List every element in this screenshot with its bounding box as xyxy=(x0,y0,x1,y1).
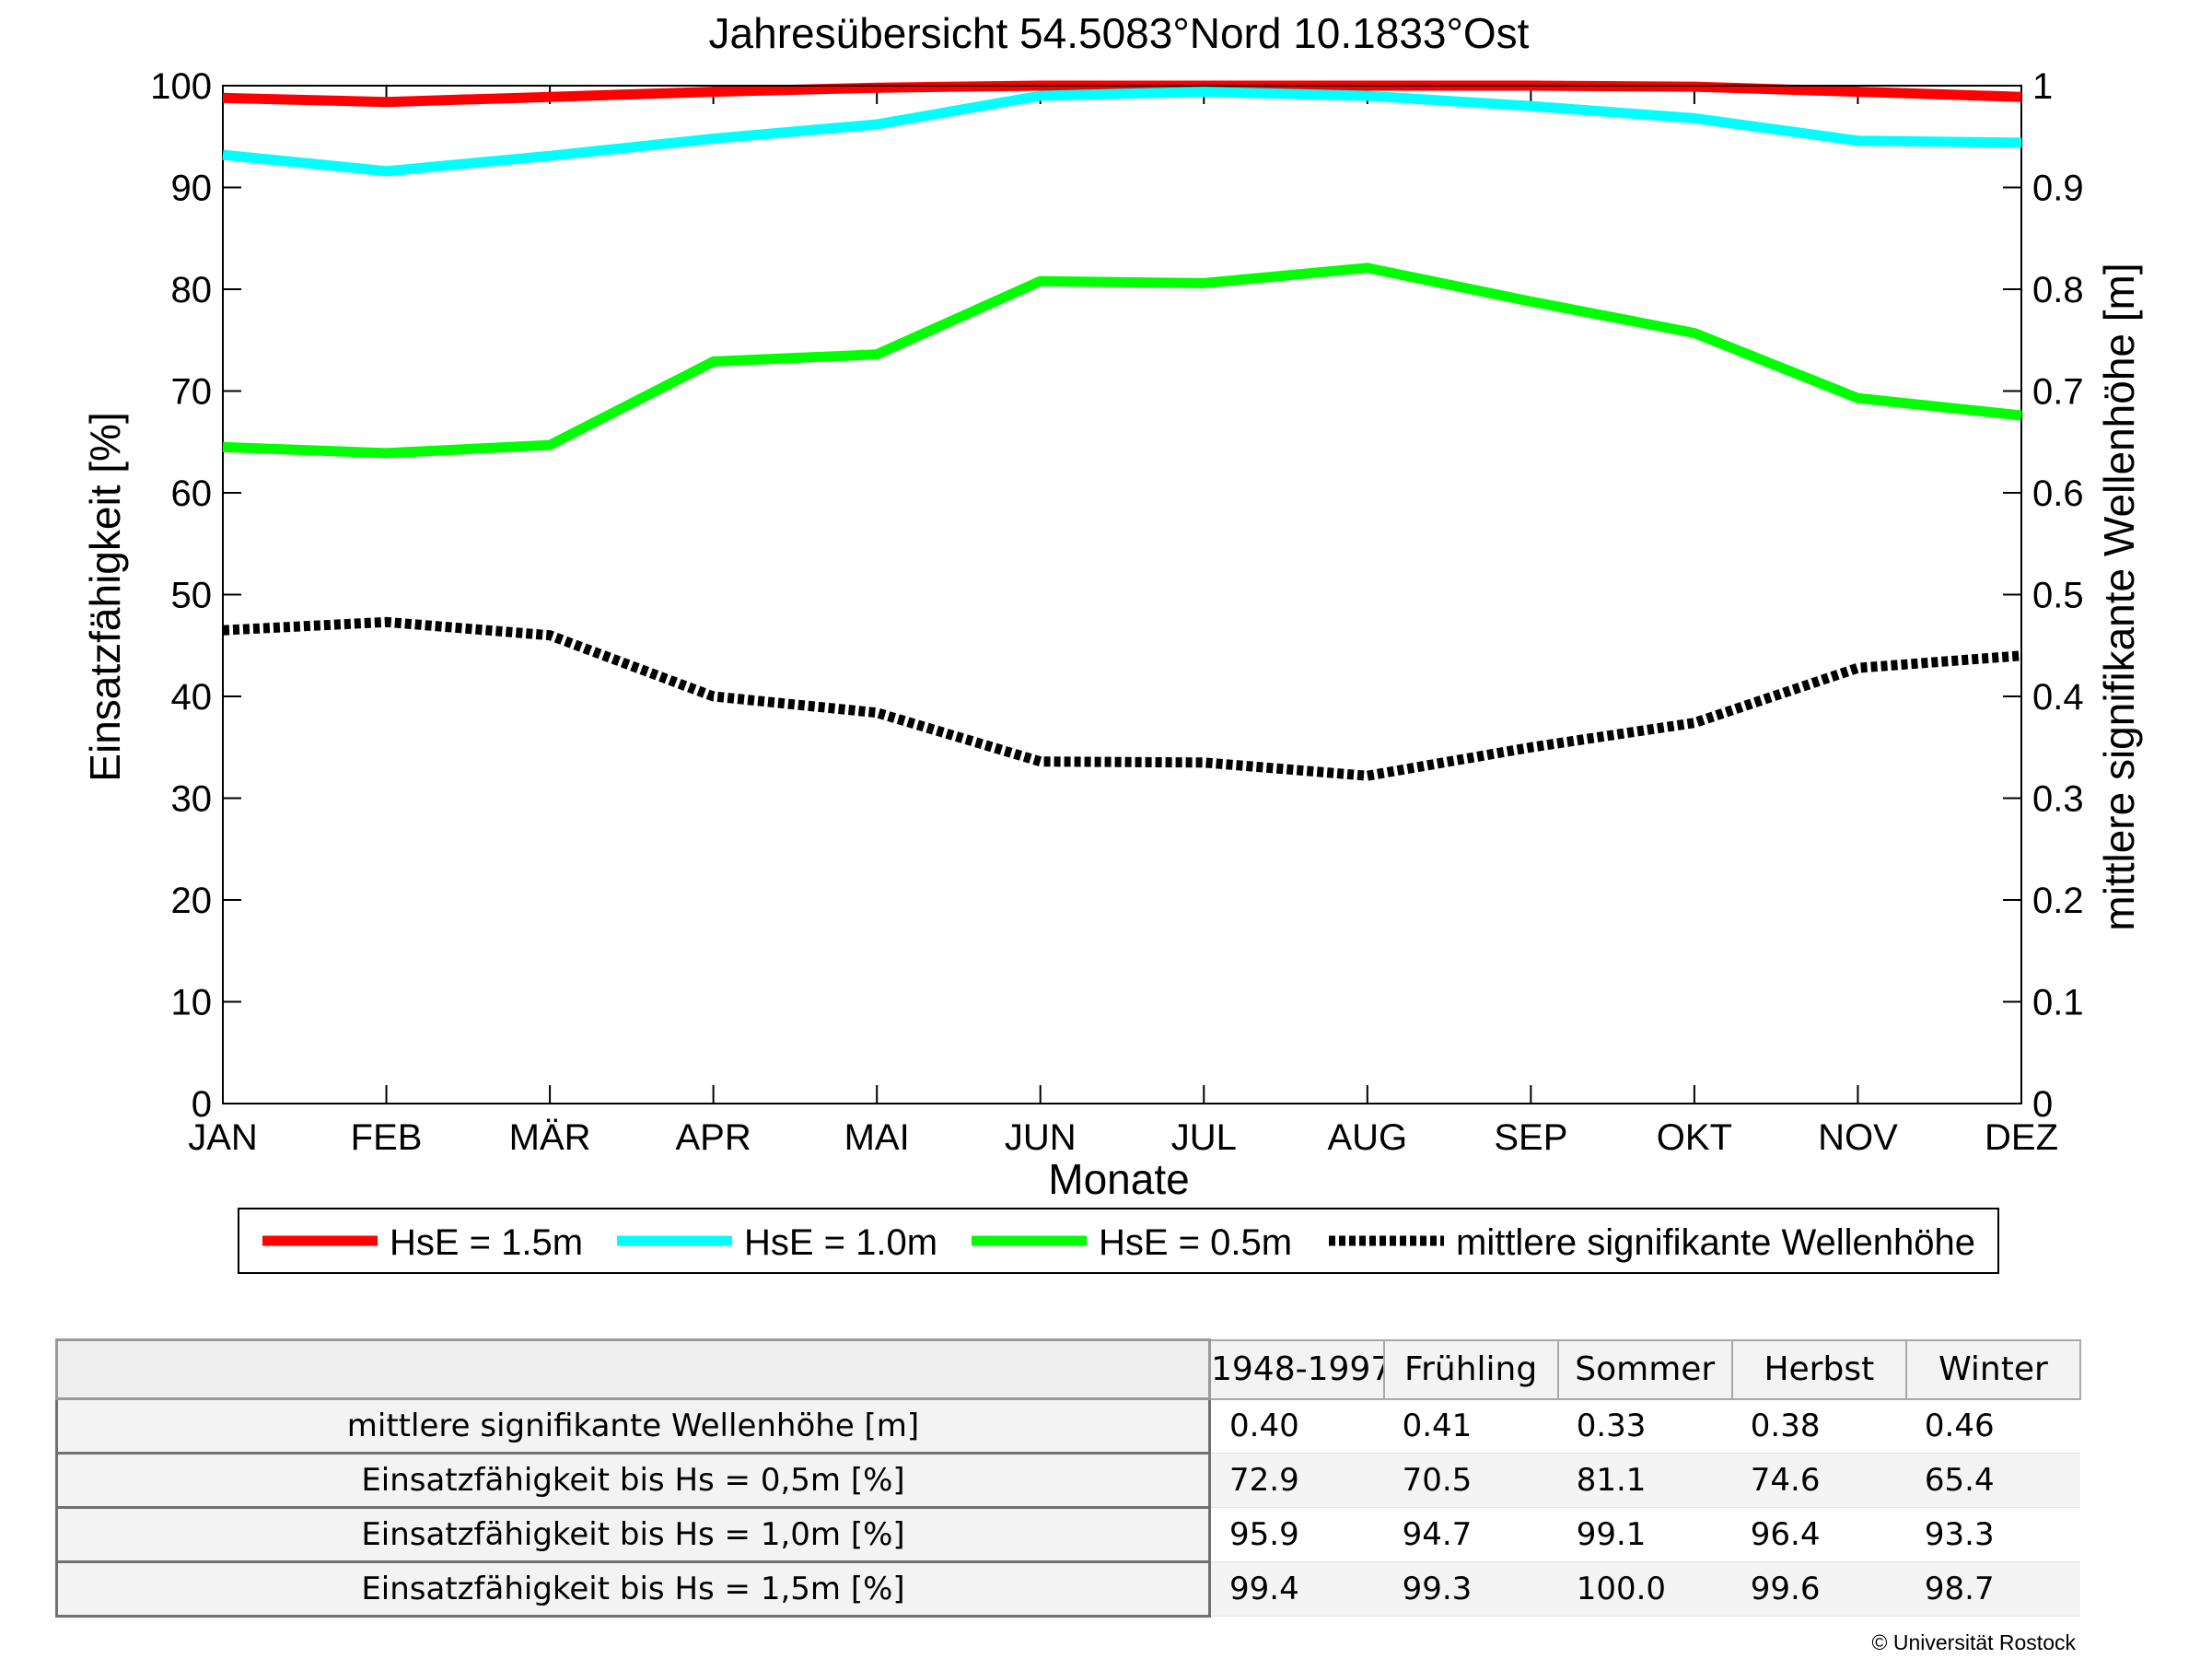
table-row: Einsatzfähigkeit bis Hs = 1,5m [%] 99.4 … xyxy=(55,1560,2080,1618)
x-axis-label: Monate xyxy=(1048,1155,1189,1203)
y-tick-label-right: 0.5 xyxy=(2032,576,2084,616)
row-header: Einsatzfähigkeit bis Hs = 0,5m [%] xyxy=(55,1452,1211,1509)
y-tick-label-right: 0.9 xyxy=(2032,169,2084,209)
y-tick-label-left: 100 xyxy=(150,66,212,107)
y-tick-label-right: 0.7 xyxy=(2032,372,2084,413)
y-tick-label-right: 0.8 xyxy=(2032,270,2084,310)
x-tick-label: AUG xyxy=(1327,1117,1407,1158)
summary-table: 1948-1997 Frühling Sommer Herbst Winter … xyxy=(55,1338,2082,1618)
y-tick-label-left: 90 xyxy=(171,169,213,209)
table-cell: 100.0 xyxy=(1557,1561,1732,1617)
column-header: Sommer xyxy=(1556,1338,1733,1400)
table-row: mittlere signifikante Wellenhöhe [m] 0.4… xyxy=(55,1397,2080,1455)
x-tick-label: DEZ xyxy=(1985,1117,2058,1158)
series-line-2 xyxy=(222,263,2022,459)
x-tick-label: MAI xyxy=(844,1117,910,1158)
y-axis-label-left: Einsatzfähigkeit [%] xyxy=(81,412,129,781)
table-cell: 98.7 xyxy=(1905,1561,2080,1617)
y-tick-label-right: 0.1 xyxy=(2032,983,2084,1023)
table-cell: 0.33 xyxy=(1557,1398,1732,1454)
column-header: Herbst xyxy=(1730,1338,1907,1400)
y-tick-label-left: 80 xyxy=(171,270,213,310)
y-axis-label-right: mittlere signifikante Wellenhöhe [m] xyxy=(2095,263,2143,930)
column-header: Frühling xyxy=(1382,1338,1559,1400)
legend-label-hse-1-5: HsE = 1.5m xyxy=(390,1222,583,1263)
table-cell: 74.6 xyxy=(1731,1453,1906,1508)
y-tick-label-right: 1 xyxy=(2032,66,2053,107)
series-line-3 xyxy=(222,616,2022,781)
plot-frame xyxy=(222,85,2022,1104)
legend-box xyxy=(238,1208,1999,1274)
table-cell: 99.4 xyxy=(1209,1561,1384,1617)
y-tick-label-left: 10 xyxy=(171,983,213,1023)
series-line-1 xyxy=(222,87,2022,177)
y-tick-label-right: 0.4 xyxy=(2032,677,2084,718)
legend-label-wave-height: mittlere signifikante Wellenhöhe xyxy=(1456,1222,1975,1263)
column-header: Winter xyxy=(1904,1338,2082,1400)
table-cell: 0.46 xyxy=(1905,1398,2080,1454)
table-cell: 0.40 xyxy=(1209,1398,1384,1454)
x-tick-label: APR xyxy=(676,1117,751,1158)
copyright-notice: © Universität Rostock xyxy=(1871,1630,2076,1654)
row-header: Einsatzfähigkeit bis Hs = 1,0m [%] xyxy=(55,1506,1211,1563)
y-tick-label-left: 60 xyxy=(171,473,213,514)
table-cell: 0.41 xyxy=(1383,1398,1558,1454)
legend-label-hse-1-0: HsE = 1.0m xyxy=(744,1222,937,1263)
y-tick-label-right: 0.6 xyxy=(2032,473,2084,514)
table-cell: 96.4 xyxy=(1731,1507,1906,1562)
x-tick-label: MÄR xyxy=(509,1117,591,1158)
chart-title: Jahresübersicht 54.5083°Nord 10.1833°Ost xyxy=(709,9,1530,57)
table-header-row: 1948-1997 Frühling Sommer Herbst Winter xyxy=(55,1338,2082,1400)
legend: HsE = 1.5m HsE = 1.0m HsE = 0.5m mittler… xyxy=(238,1208,1999,1274)
y-tick-label-left: 30 xyxy=(171,779,213,820)
table-row: Einsatzfähigkeit bis Hs = 1,0m [%] 95.9 … xyxy=(55,1506,2080,1563)
column-header: 1948-1997 xyxy=(1208,1338,1385,1400)
x-tick-label: SEP xyxy=(1494,1117,1567,1158)
y-tick-label-left: 0 xyxy=(192,1084,212,1125)
table-cell: 0.38 xyxy=(1731,1398,1906,1454)
x-tick-label: OKT xyxy=(1657,1117,1732,1158)
row-header: Einsatzfähigkeit bis Hs = 1,5m [%] xyxy=(55,1560,1211,1618)
table-cell: 93.3 xyxy=(1905,1507,2080,1562)
x-tick-label: FEB xyxy=(351,1117,423,1158)
y-tick-label-right: 0 xyxy=(2032,1084,2053,1125)
table-cell: 81.1 xyxy=(1557,1453,1732,1508)
table-row: Einsatzfähigkeit bis Hs = 0,5m [%] 72.9 … xyxy=(55,1452,2080,1509)
table-cell: 99.3 xyxy=(1383,1561,1558,1617)
x-tick-label: JUL xyxy=(1171,1117,1237,1158)
y-tick-label-left: 40 xyxy=(171,677,213,718)
plot-area: 0 10 20 30 40 50 60 70 80 90 100 0 0.1 0.2 0.3 0.4 0.5 0.… xyxy=(150,66,2083,1158)
x-tick-label: JAN xyxy=(188,1117,258,1158)
table-cell: 99.6 xyxy=(1731,1561,1906,1617)
y-tick-label-left: 20 xyxy=(171,881,213,921)
row-header: mittlere signifikante Wellenhöhe [m] xyxy=(55,1397,1211,1455)
table-cell: 94.7 xyxy=(1383,1507,1558,1562)
chart: Jahresübersicht 54.5083°Nord 10.1833°Ost… xyxy=(81,9,2143,1274)
y-tick-label-right: 0.2 xyxy=(2032,881,2084,921)
table-corner-cell xyxy=(55,1338,1211,1400)
table-cell: 70.5 xyxy=(1383,1453,1558,1508)
table-cell: 65.4 xyxy=(1905,1453,2080,1508)
y-tick-label-right: 0.3 xyxy=(2032,779,2084,820)
y-tick-label-left: 70 xyxy=(171,372,213,413)
table-cell: 99.1 xyxy=(1557,1507,1732,1562)
table-cell: 72.9 xyxy=(1209,1453,1384,1508)
legend-label-hse-0-5: HsE = 0.5m xyxy=(1099,1222,1292,1263)
x-tick-label: NOV xyxy=(1818,1117,1898,1158)
x-tick-label: JUN xyxy=(1005,1117,1077,1158)
y-tick-label-left: 50 xyxy=(171,576,213,616)
table-cell: 95.9 xyxy=(1209,1507,1384,1562)
